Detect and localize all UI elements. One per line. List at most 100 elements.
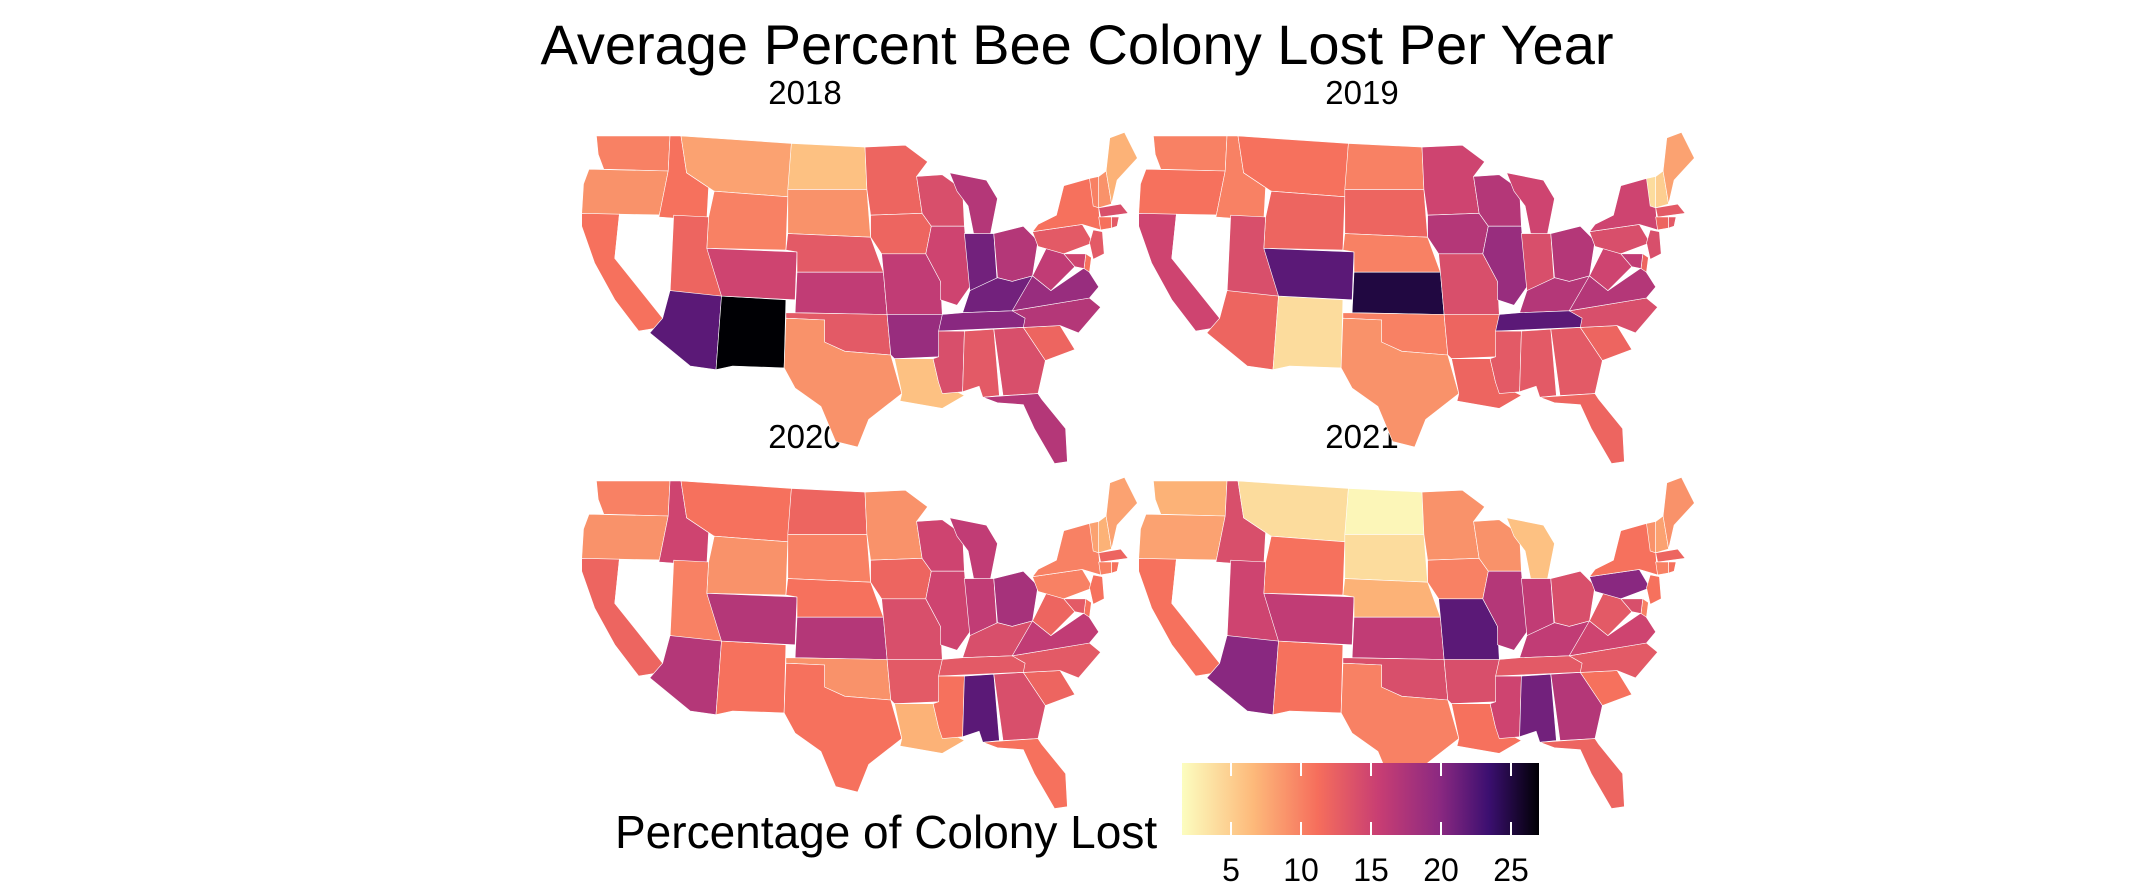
map-panel-2019 <box>1138 132 1695 464</box>
state-al-2020 <box>962 673 1000 743</box>
state-co-2021 <box>1263 592 1355 646</box>
state-nd-2018 <box>787 143 868 190</box>
map-panel-2021 <box>1138 477 1695 809</box>
state-ne-2021 <box>1342 578 1441 618</box>
state-tx-2019 <box>1340 317 1460 448</box>
state-nm-2021 <box>1272 640 1344 716</box>
state-ct-2021 <box>1655 561 1669 576</box>
state-ct-2020 <box>1098 561 1112 576</box>
state-sd-2018 <box>787 189 871 238</box>
panel-title-2019: 2019 <box>1325 74 1399 111</box>
state-ma-2020 <box>1098 548 1129 563</box>
state-ks-2021 <box>1351 616 1445 660</box>
state-ct-2018 <box>1098 216 1112 231</box>
map-panels <box>581 132 1695 809</box>
state-nd-2021 <box>1344 488 1425 535</box>
state-nj-2018 <box>1089 229 1105 260</box>
map-panel-2018 <box>581 132 1138 464</box>
state-ne-2018 <box>785 233 884 273</box>
state-ia-2021 <box>1427 557 1489 600</box>
map-panel-2020 <box>581 477 1138 809</box>
legend-tick-label: 10 <box>1283 852 1319 888</box>
state-nc-2018 <box>1011 297 1102 334</box>
state-tx-2018 <box>783 317 903 448</box>
state-ri-2020 <box>1111 561 1120 574</box>
state-ri-2019 <box>1668 216 1677 229</box>
state-wy-2020 <box>706 535 789 596</box>
legend-tick-label: 20 <box>1423 852 1459 888</box>
state-nd-2020 <box>787 488 868 535</box>
state-nd-2019 <box>1344 143 1425 190</box>
state-nm-2020 <box>715 640 787 716</box>
state-wa-2019 <box>1153 135 1228 172</box>
state-ks-2020 <box>794 616 888 660</box>
state-me-2021 <box>1662 477 1695 550</box>
state-wa-2018 <box>596 135 671 172</box>
state-or-2019 <box>1138 168 1226 218</box>
state-nm-2019 <box>1272 295 1344 371</box>
state-wy-2021 <box>1263 535 1346 596</box>
legend-tick-label: 15 <box>1353 852 1389 888</box>
state-ia-2019 <box>1427 212 1489 255</box>
state-tx-2020 <box>783 662 903 793</box>
state-md-2020 <box>1063 598 1087 614</box>
state-or-2020 <box>581 513 669 563</box>
state-wa-2021 <box>1153 480 1228 517</box>
state-oh-2020 <box>993 570 1039 627</box>
state-az-2020 <box>649 635 722 716</box>
state-nj-2020 <box>1089 574 1105 605</box>
state-ri-2018 <box>1111 216 1120 229</box>
state-or-2021 <box>1138 513 1226 563</box>
state-az-2021 <box>1206 635 1279 716</box>
state-fl-2018 <box>982 393 1068 464</box>
state-wa-2020 <box>596 480 671 517</box>
state-oh-2021 <box>1550 570 1596 627</box>
colorbar-legend: 5 10 15 20 25 <box>1182 763 1539 888</box>
state-az-2018 <box>649 290 722 371</box>
state-al-2018 <box>962 328 1000 398</box>
state-ks-2019 <box>1351 271 1445 315</box>
state-fl-2019 <box>1539 393 1625 464</box>
state-ma-2019 <box>1655 203 1686 218</box>
legend-tick-label: 5 <box>1222 852 1240 888</box>
state-ri-2021 <box>1668 561 1677 574</box>
state-ga-2021 <box>1550 672 1603 741</box>
state-sd-2021 <box>1344 534 1428 583</box>
state-ga-2020 <box>993 672 1046 741</box>
state-co-2020 <box>706 592 798 646</box>
state-ar-2020 <box>886 659 943 705</box>
state-ia-2018 <box>870 212 932 255</box>
state-sd-2020 <box>787 534 871 583</box>
panel-title-2018: 2018 <box>768 74 842 111</box>
state-ga-2018 <box>993 327 1046 396</box>
legend-tick-label: 25 <box>1493 852 1529 888</box>
state-or-2018 <box>581 168 669 218</box>
state-nc-2021 <box>1568 642 1659 679</box>
state-ks-2018 <box>794 271 888 315</box>
state-wy-2018 <box>706 190 789 251</box>
state-md-2021 <box>1620 598 1644 614</box>
state-ar-2019 <box>1443 314 1500 360</box>
state-wy-2019 <box>1263 190 1346 251</box>
colorbar <box>1182 763 1539 835</box>
state-nc-2019 <box>1568 297 1659 334</box>
state-ma-2018 <box>1098 203 1129 218</box>
state-fl-2021 <box>1539 738 1625 809</box>
state-al-2019 <box>1519 328 1557 398</box>
state-ct-2019 <box>1655 216 1669 231</box>
state-al-2021 <box>1519 673 1557 743</box>
state-me-2020 <box>1105 477 1138 550</box>
state-md-2019 <box>1620 253 1644 269</box>
state-me-2018 <box>1105 132 1138 205</box>
state-ar-2021 <box>1443 659 1500 705</box>
state-oh-2018 <box>993 225 1039 282</box>
state-md-2018 <box>1063 253 1087 269</box>
state-fl-2020 <box>982 738 1068 809</box>
state-co-2018 <box>706 247 798 301</box>
state-sd-2019 <box>1344 189 1428 238</box>
state-nj-2019 <box>1646 229 1662 260</box>
state-ia-2020 <box>870 557 932 600</box>
chart-title: Average Percent Bee Colony Lost Per Year <box>540 13 1614 76</box>
state-nc-2020 <box>1011 642 1102 679</box>
